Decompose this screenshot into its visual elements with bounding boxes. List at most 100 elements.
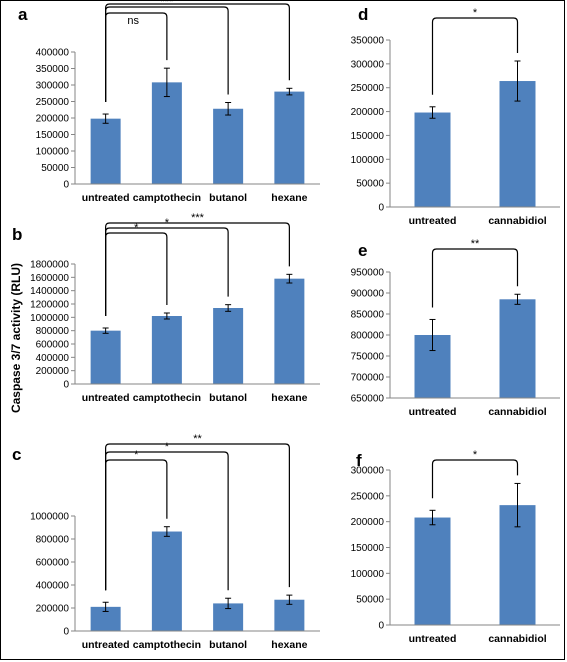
significance-bracket: ** bbox=[431, 238, 519, 308]
chart-panel-d: d 0 50000 100000 150000 200000 250000 300000 35… bbox=[330, 0, 565, 235]
y-tick-label: 800000 bbox=[36, 535, 70, 546]
y-tick-label: 300000 bbox=[351, 59, 385, 70]
bar bbox=[274, 278, 305, 384]
bracket-line bbox=[105, 222, 290, 316]
y-tick-label: 650000 bbox=[351, 394, 385, 405]
significance-label: * bbox=[134, 449, 139, 461]
y-tick-label: 50000 bbox=[41, 163, 69, 174]
bracket-line bbox=[105, 232, 168, 316]
category-label: hexane bbox=[271, 639, 307, 651]
y-tick-label: 700000 bbox=[351, 373, 385, 384]
chart-panel-a: a 0 50000 100000 150000 200000 250000 300000 35… bbox=[0, 0, 330, 215]
bracket-line bbox=[105, 3, 290, 103]
bracket-line bbox=[431, 17, 519, 95]
panel-letter-b: b bbox=[12, 225, 23, 244]
bar bbox=[274, 91, 305, 184]
significance-label: * bbox=[195, 0, 200, 5]
category-label: camptothecin bbox=[133, 639, 201, 651]
category-label: untreated bbox=[409, 215, 457, 227]
y-tick-label: 750000 bbox=[351, 352, 385, 363]
y-tick-label: 150000 bbox=[351, 543, 385, 554]
bar bbox=[151, 531, 182, 631]
category-label: camptothecin bbox=[133, 192, 201, 204]
chart-panel-f: f 0 50000 100000 150000 200000 250000 300000 un… bbox=[330, 445, 565, 660]
y-tick-label: 300000 bbox=[36, 81, 70, 92]
y-tick-label: 400000 bbox=[36, 353, 70, 364]
y-tick-label: 150000 bbox=[351, 131, 385, 142]
category-label: untreated bbox=[409, 633, 457, 645]
bar bbox=[151, 82, 182, 184]
significance-label: *** bbox=[191, 212, 205, 224]
chart-svg-f: 0 50000 100000 150000 200000 250000 300000 untr… bbox=[351, 449, 560, 645]
y-tick-label: 900000 bbox=[351, 289, 385, 300]
y-tick-label: 0 bbox=[378, 203, 384, 214]
significance-bracket: * bbox=[431, 7, 519, 95]
y-tick-label: 600000 bbox=[36, 558, 70, 569]
y-tick-label: 50000 bbox=[356, 595, 384, 606]
y-tick-label: 200000 bbox=[351, 517, 385, 528]
category-label: cannabidiol bbox=[488, 406, 546, 418]
y-tick-label: 100000 bbox=[36, 147, 70, 158]
y-tick-label: 950000 bbox=[351, 268, 385, 279]
category-label: untreated bbox=[409, 406, 457, 418]
category-label: untreated bbox=[82, 192, 130, 204]
bar bbox=[90, 118, 121, 184]
significance-label: ** bbox=[193, 433, 202, 445]
y-tick-label: 350000 bbox=[351, 36, 385, 47]
chart-panel-b: b 0 200000 400000 600000 800000 1000000 120000… bbox=[0, 212, 330, 435]
bar bbox=[414, 112, 451, 207]
y-tick-label: 350000 bbox=[36, 64, 70, 75]
y-tick-label: 50000 bbox=[356, 179, 384, 190]
y-tick-label: 250000 bbox=[36, 97, 70, 108]
significance-label: * bbox=[165, 441, 170, 453]
category-label: camptothecin bbox=[133, 392, 201, 404]
significance-label: * bbox=[473, 449, 478, 461]
bracket-line bbox=[431, 459, 519, 499]
category-label: untreated bbox=[82, 392, 130, 404]
bracket-line bbox=[431, 248, 519, 308]
y-tick-label: 0 bbox=[63, 380, 69, 391]
category-label: butanol bbox=[209, 392, 247, 404]
bracket-line bbox=[105, 443, 290, 591]
y-tick-label: 400000 bbox=[36, 48, 70, 59]
chart-svg-d: 0 50000 100000 150000 200000 250000 300000 3500… bbox=[351, 7, 560, 227]
significance-bracket: * bbox=[431, 449, 519, 499]
significance-label: ** bbox=[471, 238, 480, 250]
y-tick-label: 400000 bbox=[36, 581, 70, 592]
y-tick-label: 300000 bbox=[351, 466, 385, 477]
y-tick-label: 1600000 bbox=[30, 273, 69, 284]
y-tick-label: 800000 bbox=[351, 331, 385, 342]
y-tick-label: 250000 bbox=[351, 491, 385, 502]
category-label: untreated bbox=[82, 639, 130, 651]
panel-letter-f: f bbox=[356, 451, 362, 470]
significance-bracket: * bbox=[105, 0, 290, 103]
bar bbox=[213, 108, 244, 184]
significance-bracket: ** bbox=[105, 433, 290, 591]
category-label: butanol bbox=[209, 192, 247, 204]
panel-letter-d: d bbox=[358, 5, 369, 24]
category-label: hexane bbox=[271, 192, 307, 204]
y-tick-label: 1000000 bbox=[30, 512, 69, 523]
significance-label: * bbox=[473, 7, 478, 19]
y-tick-label: 0 bbox=[63, 627, 69, 638]
y-tick-label: 100000 bbox=[351, 569, 385, 580]
bar bbox=[151, 316, 182, 384]
y-tick-label: 0 bbox=[63, 180, 69, 191]
significance-bracket: *** bbox=[105, 212, 290, 316]
category-label: butanol bbox=[209, 639, 247, 651]
chart-svg-e: 650000 700000 750000 800000 850000 900000 9500… bbox=[351, 238, 560, 418]
y-tick-label: 250000 bbox=[351, 83, 385, 94]
y-tick-label: 0 bbox=[378, 621, 384, 632]
bar bbox=[499, 81, 536, 207]
significance-label: ns bbox=[127, 15, 139, 27]
significance-bracket: * bbox=[105, 222, 168, 316]
y-tick-label: 1000000 bbox=[30, 313, 69, 324]
y-tick-label: 200000 bbox=[36, 604, 70, 615]
chart-svg-c: 0 200000 400000 600000 800000 1000000 untreate… bbox=[30, 433, 320, 651]
chart-svg-b: 0 200000 400000 600000 800000 1000000 1200000 1… bbox=[30, 212, 320, 404]
category-label: cannabidiol bbox=[488, 633, 546, 645]
chart-svg-a: 0 50000 100000 150000 200000 250000 300000 3500… bbox=[36, 0, 320, 204]
y-tick-label: 200000 bbox=[351, 107, 385, 118]
category-label: hexane bbox=[271, 392, 307, 404]
bar bbox=[499, 299, 536, 398]
